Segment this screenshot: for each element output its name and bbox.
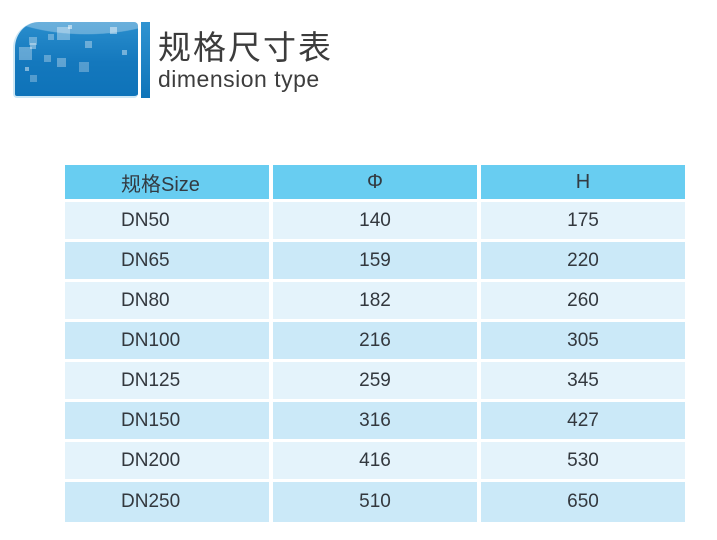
- pixel-square: [29, 37, 37, 45]
- pixel-square: [19, 47, 32, 60]
- page-subtitle: dimension type: [158, 66, 320, 92]
- brand-logo-icon: [13, 22, 138, 98]
- h-cell: 530: [481, 442, 685, 482]
- h-cell: 345: [481, 362, 685, 402]
- h-cell: 220: [481, 242, 685, 282]
- pixel-square: [122, 50, 127, 55]
- pixel-square: [30, 75, 37, 82]
- size-cell: DN100: [65, 322, 273, 362]
- h-cell: 175: [481, 202, 685, 242]
- column-header-h: H: [481, 165, 685, 202]
- table-row-dn200: DN200 416 530: [65, 442, 685, 482]
- pixel-square: [110, 27, 117, 34]
- phi-cell: 259: [273, 362, 481, 402]
- size-cell: DN250: [65, 482, 273, 522]
- column-header-phi: Φ: [273, 165, 481, 202]
- h-cell: 427: [481, 402, 685, 442]
- pixel-square: [30, 43, 36, 49]
- phi-cell: 510: [273, 482, 481, 522]
- h-cell: 260: [481, 282, 685, 322]
- table-row-dn100: DN100 216 305: [65, 322, 685, 362]
- table-row-dn150: DN150 316 427: [65, 402, 685, 442]
- title-block: 规格尺寸表 dimension type: [158, 31, 333, 91]
- pixel-square: [44, 55, 51, 62]
- size-cell: DN50: [65, 202, 273, 242]
- logo-accent-bar: [141, 22, 150, 98]
- pixel-square: [48, 34, 54, 40]
- size-cell: DN125: [65, 362, 273, 402]
- page-title: 规格尺寸表: [158, 29, 333, 66]
- column-header-size: 规格Size: [65, 165, 273, 202]
- pixel-square: [79, 62, 89, 72]
- pixel-square: [25, 67, 29, 71]
- size-cell: DN200: [65, 442, 273, 482]
- pixel-square: [68, 25, 72, 29]
- phi-cell: 140: [273, 202, 481, 242]
- phi-cell: 416: [273, 442, 481, 482]
- size-cell: DN65: [65, 242, 273, 282]
- dimension-table: 规格Size Φ H DN50 140 175 DN65 159 220 DN8…: [65, 165, 685, 522]
- phi-cell: 316: [273, 402, 481, 442]
- table-row-dn250: DN250 510 650: [65, 482, 685, 522]
- size-cell: DN80: [65, 282, 273, 322]
- h-cell: 305: [481, 322, 685, 362]
- phi-cell: 182: [273, 282, 481, 322]
- phi-cell: 216: [273, 322, 481, 362]
- h-cell: 650: [481, 482, 685, 522]
- table-row-dn50: DN50 140 175: [65, 202, 685, 242]
- table-row-dn125: DN125 259 345: [65, 362, 685, 402]
- table-row-dn65: DN65 159 220: [65, 242, 685, 282]
- pixel-square: [57, 58, 66, 67]
- size-cell: DN150: [65, 402, 273, 442]
- table-row-dn80: DN80 182 260: [65, 282, 685, 322]
- header-row: 规格Size Φ H: [65, 165, 685, 202]
- phi-cell: 159: [273, 242, 481, 282]
- dimension-table-wrap: 规格Size Φ H DN50 140 175 DN65 159 220 DN8…: [65, 165, 685, 522]
- pixel-square: [57, 27, 70, 40]
- pixel-square: [85, 41, 92, 48]
